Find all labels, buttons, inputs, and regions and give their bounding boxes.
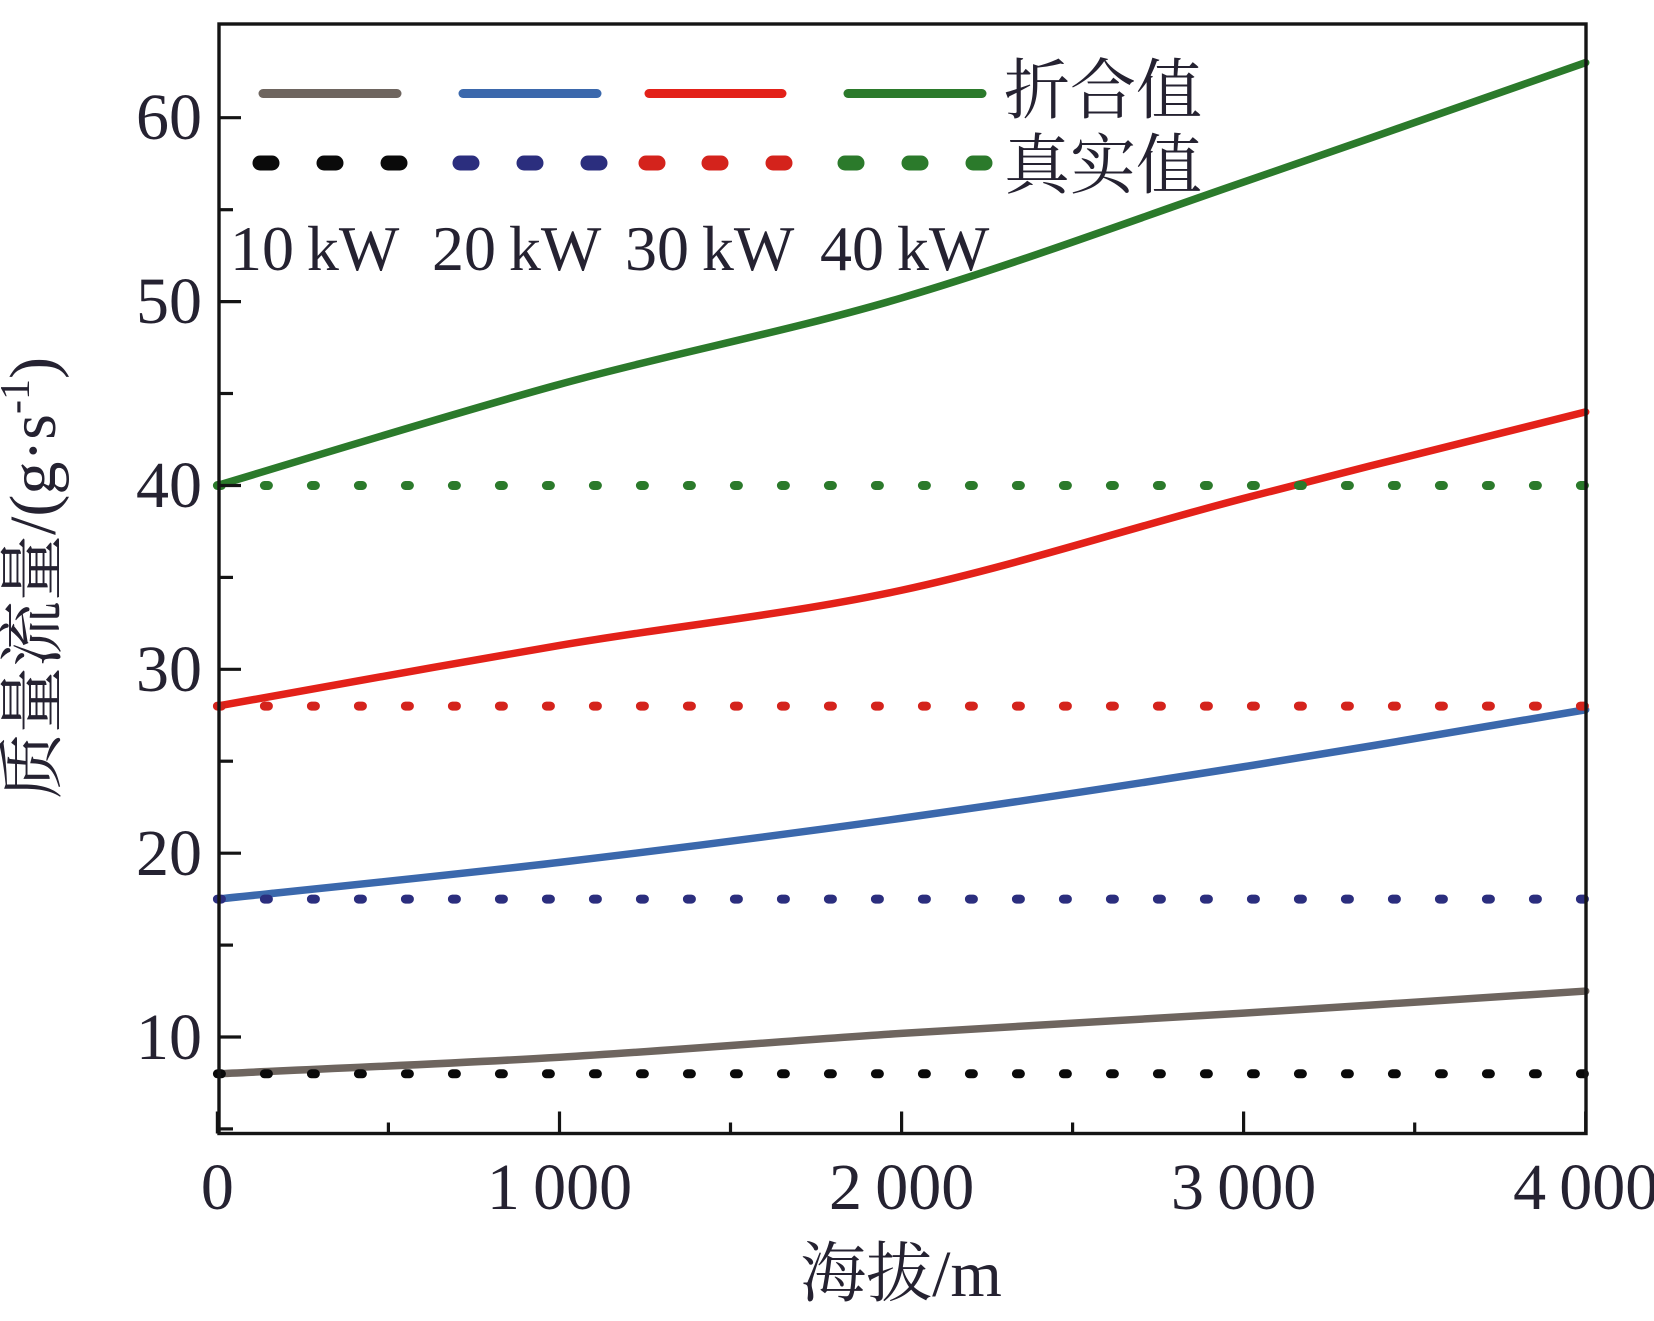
svg-text:质量流量/(g·s-1): 质量流量/(g·s-1) xyxy=(0,357,70,799)
svg-text:0: 0 xyxy=(201,1151,234,1224)
svg-text:20 kW: 20 kW xyxy=(432,213,602,284)
svg-text:50: 50 xyxy=(136,265,202,338)
svg-text:10: 10 xyxy=(136,1001,202,1074)
svg-text:40: 40 xyxy=(136,449,202,522)
svg-text:10 kW: 10 kW xyxy=(230,213,400,284)
svg-text:3 000: 3 000 xyxy=(1171,1151,1316,1224)
svg-text:30 kW: 30 kW xyxy=(625,213,795,284)
svg-text:60: 60 xyxy=(136,81,202,154)
svg-text:1 000: 1 000 xyxy=(487,1151,632,1224)
svg-text:30: 30 xyxy=(136,633,202,706)
svg-text:4 000: 4 000 xyxy=(1513,1151,1654,1224)
svg-text:海拔/m: 海拔/m xyxy=(800,1238,1002,1311)
svg-text:真实值: 真实值 xyxy=(1004,130,1202,203)
svg-text:40 kW: 40 kW xyxy=(820,213,990,284)
svg-text:2 000: 2 000 xyxy=(829,1151,974,1224)
svg-text:20: 20 xyxy=(136,817,202,890)
svg-text:折合值: 折合值 xyxy=(1004,55,1202,128)
